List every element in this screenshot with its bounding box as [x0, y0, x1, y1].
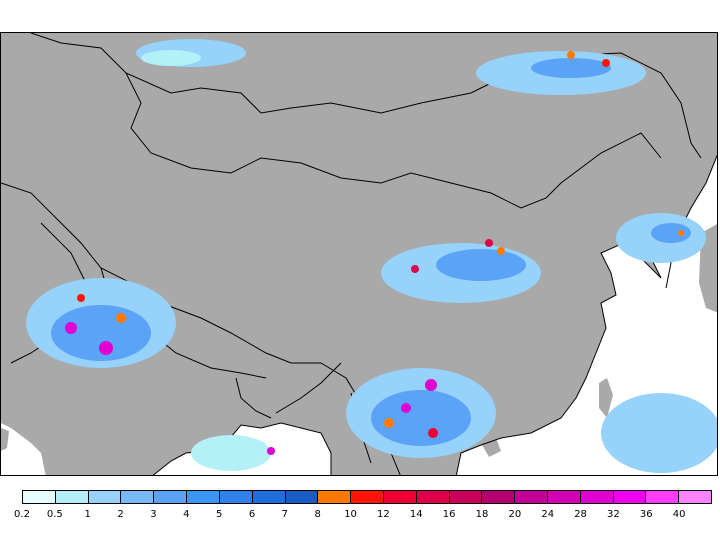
legend-swatch [23, 491, 56, 503]
legend-label: 7 [281, 509, 289, 520]
landmass-sri-lanka [1, 428, 9, 451]
legend-label: 10 [344, 509, 357, 520]
legend-label: 8 [314, 509, 321, 520]
legend-label: 32 [607, 509, 620, 520]
legend-swatch [580, 491, 614, 503]
legend-label: 1 [84, 509, 91, 520]
legend-swatch [55, 491, 89, 503]
legend-label: 0.5 [46, 509, 63, 520]
legend-label: 16 [442, 509, 456, 520]
legend-label: 36 [639, 509, 653, 520]
coastline-west [152, 422, 332, 475]
legend-label: 2 [117, 509, 124, 520]
legend-label: 3 [150, 509, 157, 520]
legend-swatch [449, 491, 483, 503]
color-scale-labels: 0.2 0.5 1 2 3 4 5 6 7 8 10 12 14 16 18 20 24 28 32 36 40 [0, 509, 720, 523]
legend-swatch [482, 491, 516, 503]
legend-swatch [548, 491, 581, 503]
precipitation-map [0, 32, 718, 476]
legend-label: 40 [672, 509, 686, 520]
legend-label: 18 [475, 509, 489, 520]
legend-swatch [416, 491, 450, 503]
legend-swatch [219, 491, 253, 503]
legend-label: 6 [248, 509, 256, 520]
legend-swatch [383, 491, 417, 503]
legend-swatch [187, 491, 220, 503]
legend-swatch [121, 491, 155, 503]
legend-swatch [154, 491, 188, 503]
legend-swatch [88, 491, 122, 503]
legend-swatch [318, 491, 352, 503]
legend-label: 5 [215, 509, 223, 520]
legend-label: 20 [508, 509, 522, 520]
legend-label: 14 [409, 509, 423, 520]
map-svg [1, 33, 717, 475]
landmass-taiwan [599, 378, 613, 418]
color-scale-bar [22, 490, 712, 504]
legend-label: 0.2 [14, 509, 30, 520]
legend-swatch [351, 491, 384, 503]
legend-swatch [646, 491, 680, 503]
legend-label: 24 [541, 509, 555, 520]
legend-label: 12 [377, 509, 390, 520]
legend-swatch [679, 491, 712, 503]
precipitation-field [26, 39, 717, 473]
legend-label: 28 [574, 509, 587, 520]
legend-swatch [613, 491, 647, 503]
legend-swatch [252, 491, 286, 503]
landmass-asia [1, 33, 717, 475]
legend-label: 4 [183, 509, 190, 520]
legend-swatch [285, 491, 319, 503]
legend-swatch [515, 491, 548, 503]
